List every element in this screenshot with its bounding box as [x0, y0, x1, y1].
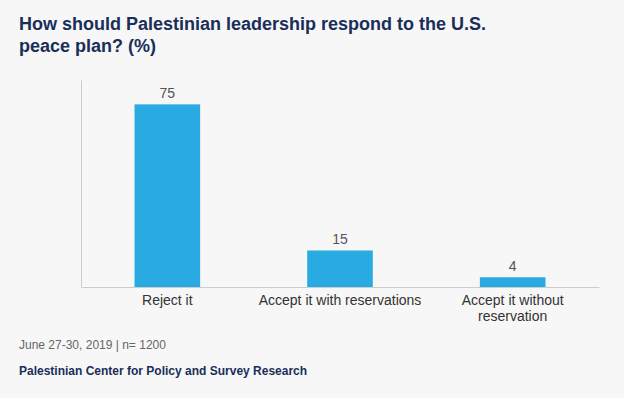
title: How should Palestinian leadership respon…	[19, 14, 486, 56]
bar	[307, 250, 373, 287]
x-axis-line	[82, 287, 600, 288]
x-tick-label: Accept it withoutreservation	[462, 292, 564, 324]
x-tick: Reject it	[142, 287, 193, 308]
bar	[480, 277, 546, 287]
footnote: Palestinian Center for Policy and Survey…	[19, 364, 307, 378]
data-label: 4	[509, 258, 517, 274]
data-labels: 75 15 4	[160, 85, 517, 274]
footnote: June 27-30, 2019 | n= 1200	[19, 338, 166, 352]
chart: How should Palestinian leadership respon…	[0, 0, 624, 398]
plot: Reject it Accept it with reservations Acce…	[82, 81, 600, 325]
x-tick: Accept it withoutreservation	[462, 287, 564, 324]
y-axis	[81, 81, 82, 288]
x-axis: Reject it Accept it with reservations Acce…	[82, 287, 600, 324]
data-label: 15	[332, 231, 348, 247]
bars	[135, 104, 546, 287]
y-axis-line	[81, 81, 82, 288]
x-tick-label: Accept it with reservations	[259, 292, 422, 308]
x-tick-label: Reject it	[142, 292, 193, 308]
x-tick: Accept it with reservations	[259, 287, 422, 308]
data-label: 75	[160, 85, 176, 101]
bar	[135, 104, 201, 287]
background	[0, 0, 624, 398]
